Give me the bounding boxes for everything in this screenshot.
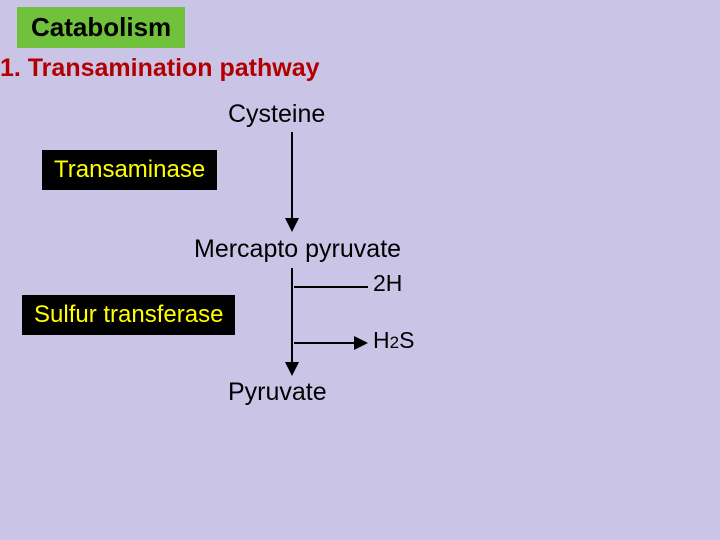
h2s-sub: 2 [390,333,399,352]
label-h2s: H2S [373,327,414,354]
label-2h: 2H [373,270,402,297]
label-mercapto-pyruvate: Mercapto pyruvate [194,235,401,264]
h2s-pre: H [373,327,390,353]
label-2h-text: 2H [373,270,402,296]
enzyme-sulfur-transferase: Sulfur transferase [22,295,235,335]
title-box: Catabolism [16,6,186,49]
h2s-post: S [399,327,414,353]
enzyme-transaminase: Transaminase [42,150,217,190]
label-cysteine: Cysteine [228,100,325,129]
label-pyruvate: Pyruvate [228,378,327,407]
section-heading: 1. Transamination pathway [0,54,320,83]
